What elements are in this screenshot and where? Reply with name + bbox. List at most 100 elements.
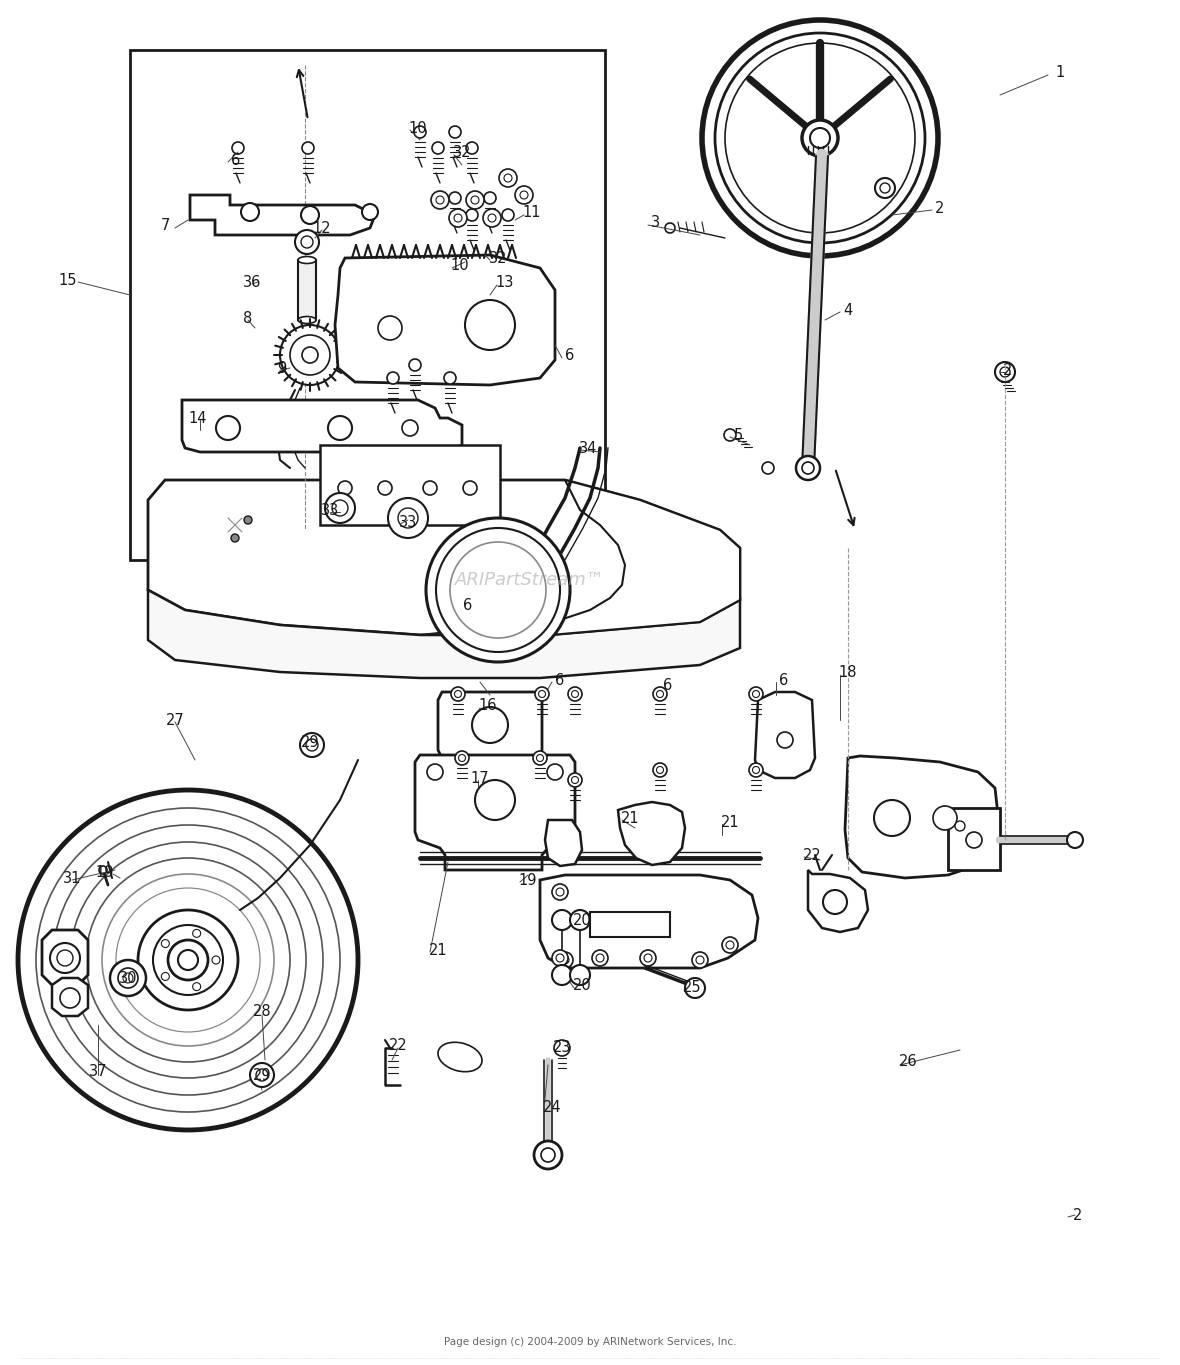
- Text: 9: 9: [277, 360, 287, 375]
- Circle shape: [749, 687, 763, 702]
- Circle shape: [378, 317, 402, 340]
- Text: 10: 10: [408, 120, 427, 135]
- Text: 31: 31: [63, 871, 81, 886]
- Circle shape: [99, 865, 107, 874]
- Text: 33: 33: [399, 515, 417, 530]
- Circle shape: [596, 954, 604, 962]
- Circle shape: [653, 763, 667, 777]
- Text: 28: 28: [253, 1005, 271, 1020]
- Circle shape: [880, 183, 890, 192]
- Text: 12: 12: [313, 221, 332, 236]
- Circle shape: [471, 197, 479, 203]
- Text: 32: 32: [453, 145, 471, 160]
- Circle shape: [444, 373, 455, 384]
- Circle shape: [153, 925, 223, 995]
- Circle shape: [489, 214, 496, 222]
- Circle shape: [874, 800, 910, 835]
- Circle shape: [466, 142, 478, 154]
- Circle shape: [256, 1069, 268, 1081]
- Bar: [590, 912, 670, 936]
- Circle shape: [726, 940, 734, 949]
- Polygon shape: [148, 480, 740, 635]
- Circle shape: [231, 534, 240, 542]
- Circle shape: [302, 142, 314, 154]
- Circle shape: [533, 751, 548, 764]
- Circle shape: [753, 767, 760, 774]
- Text: 27: 27: [165, 713, 184, 728]
- Circle shape: [302, 347, 317, 363]
- Circle shape: [702, 20, 938, 257]
- Text: 14: 14: [189, 411, 208, 426]
- Text: 1: 1: [1055, 64, 1064, 79]
- Polygon shape: [438, 692, 542, 758]
- Polygon shape: [420, 480, 740, 635]
- Ellipse shape: [299, 257, 316, 263]
- Text: ARIPartStream™: ARIPartStream™: [455, 571, 605, 590]
- Circle shape: [455, 751, 468, 764]
- Text: 8: 8: [243, 310, 253, 325]
- Circle shape: [295, 229, 319, 254]
- Polygon shape: [335, 255, 555, 385]
- Text: 6: 6: [231, 153, 241, 168]
- Text: 25: 25: [683, 980, 701, 995]
- Text: 2: 2: [1003, 363, 1012, 378]
- Circle shape: [216, 416, 240, 440]
- Polygon shape: [42, 930, 88, 986]
- Polygon shape: [808, 870, 868, 932]
- Ellipse shape: [299, 317, 316, 324]
- Circle shape: [686, 977, 704, 998]
- Circle shape: [162, 939, 170, 947]
- Circle shape: [568, 773, 582, 788]
- Polygon shape: [52, 977, 88, 1016]
- Text: 3: 3: [651, 214, 661, 229]
- Text: 32: 32: [489, 251, 507, 266]
- Circle shape: [301, 236, 313, 248]
- Circle shape: [802, 461, 814, 474]
- Text: 11: 11: [523, 205, 542, 220]
- Circle shape: [535, 687, 549, 702]
- Circle shape: [653, 687, 667, 702]
- Circle shape: [552, 950, 568, 966]
- Circle shape: [422, 480, 437, 495]
- Circle shape: [465, 300, 514, 349]
- Circle shape: [244, 516, 253, 524]
- Circle shape: [966, 833, 982, 848]
- Text: 26: 26: [899, 1055, 917, 1070]
- Circle shape: [232, 142, 244, 154]
- Text: 23: 23: [552, 1040, 571, 1055]
- Circle shape: [548, 764, 563, 779]
- Text: 19: 19: [519, 872, 537, 887]
- Circle shape: [504, 173, 512, 182]
- Circle shape: [571, 777, 578, 784]
- Text: 29: 29: [253, 1067, 271, 1082]
- Circle shape: [753, 691, 760, 698]
- Circle shape: [454, 214, 463, 222]
- Circle shape: [118, 968, 138, 988]
- Circle shape: [450, 542, 546, 637]
- Circle shape: [809, 128, 830, 147]
- Circle shape: [435, 528, 560, 652]
- Circle shape: [450, 209, 467, 227]
- Circle shape: [427, 764, 442, 779]
- Text: 21: 21: [621, 811, 640, 826]
- Circle shape: [450, 192, 461, 203]
- Circle shape: [656, 691, 663, 698]
- Circle shape: [387, 373, 399, 384]
- Circle shape: [466, 191, 484, 209]
- Polygon shape: [618, 803, 686, 865]
- Circle shape: [459, 755, 465, 762]
- Text: 33: 33: [321, 502, 339, 517]
- Circle shape: [57, 950, 73, 966]
- Circle shape: [337, 480, 352, 495]
- Circle shape: [535, 1141, 562, 1168]
- Circle shape: [933, 805, 957, 830]
- Circle shape: [568, 687, 582, 702]
- Bar: [299, 259, 316, 319]
- Polygon shape: [148, 590, 740, 678]
- Circle shape: [570, 965, 590, 986]
- Circle shape: [378, 480, 392, 495]
- Text: 16: 16: [479, 698, 497, 713]
- Bar: [320, 445, 500, 526]
- Circle shape: [212, 955, 219, 964]
- Circle shape: [715, 33, 925, 243]
